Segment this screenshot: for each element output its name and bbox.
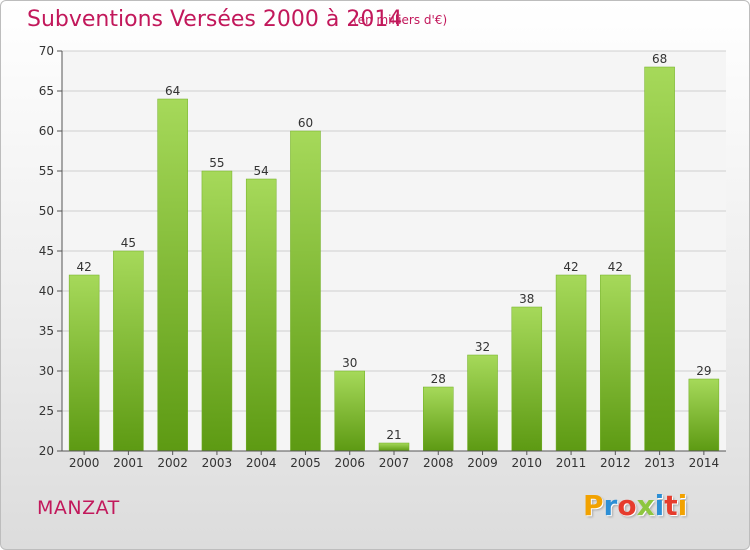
bar [644, 66, 675, 452]
x-tick-label: 2005 [290, 456, 321, 470]
bar-value-label: 38 [519, 292, 534, 306]
bar [511, 306, 543, 452]
x-tick-label: 2011 [556, 456, 587, 470]
x-tick-label: 2010 [512, 456, 543, 470]
bar [378, 442, 410, 452]
bar-value-label: 55 [209, 156, 224, 170]
x-tick-label: 2001 [113, 456, 144, 470]
bar-value-label: 21 [386, 428, 401, 442]
x-tick-label: 2003 [202, 456, 233, 470]
bar [688, 378, 720, 452]
y-tick-label: 45 [39, 244, 54, 258]
bar-value-label: 28 [431, 372, 446, 386]
bar-value-label: 29 [696, 364, 711, 378]
bar-value-label: 45 [121, 236, 136, 250]
y-tick-label: 40 [39, 284, 54, 298]
bar-value-label: 64 [165, 84, 180, 98]
y-tick-label: 20 [39, 444, 54, 458]
y-tick-label: 70 [39, 44, 54, 58]
proxiti-logo: Proxiti [583, 489, 688, 522]
chart-subtitle: (en milliers d'€) [353, 13, 448, 27]
chart-title: Subventions Versées 2000 à 2014 [27, 7, 403, 32]
bar [423, 386, 454, 452]
bar-value-label: 54 [254, 164, 269, 178]
bar-value-label: 60 [298, 116, 313, 130]
commune-name: MANZAT [37, 497, 120, 519]
x-tick-label: 2004 [246, 456, 277, 470]
y-tick-label: 55 [39, 164, 54, 178]
bar [157, 98, 188, 452]
bar-value-label: 42 [608, 260, 623, 274]
bar-value-label: 42 [563, 260, 578, 274]
x-tick-label: 2008 [423, 456, 454, 470]
bar-value-label: 30 [342, 356, 357, 370]
y-tick-label: 30 [39, 364, 54, 378]
bar [600, 274, 631, 452]
x-tick-label: 2002 [157, 456, 188, 470]
y-tick-label: 65 [39, 84, 54, 98]
x-tick-label: 2009 [467, 456, 498, 470]
bar [555, 274, 587, 452]
bar [467, 354, 498, 452]
x-tick-label: 2014 [689, 456, 720, 470]
bar [68, 274, 100, 452]
bar [245, 178, 277, 452]
bar [290, 130, 321, 452]
x-tick-label: 2012 [600, 456, 631, 470]
y-tick-label: 60 [39, 124, 54, 138]
bar [201, 170, 233, 452]
x-tick-label: 2007 [379, 456, 410, 470]
bar-value-label: 32 [475, 340, 490, 354]
x-tick-label: 2013 [644, 456, 675, 470]
bar [334, 370, 365, 452]
x-tick-label: 2006 [334, 456, 365, 470]
bar-value-label: 68 [652, 52, 667, 66]
y-tick-label: 50 [39, 204, 54, 218]
bar-value-label: 42 [76, 260, 91, 274]
y-tick-label: 25 [39, 404, 54, 418]
bar [113, 250, 144, 452]
x-tick-label: 2000 [69, 456, 100, 470]
y-tick-label: 35 [39, 324, 54, 338]
